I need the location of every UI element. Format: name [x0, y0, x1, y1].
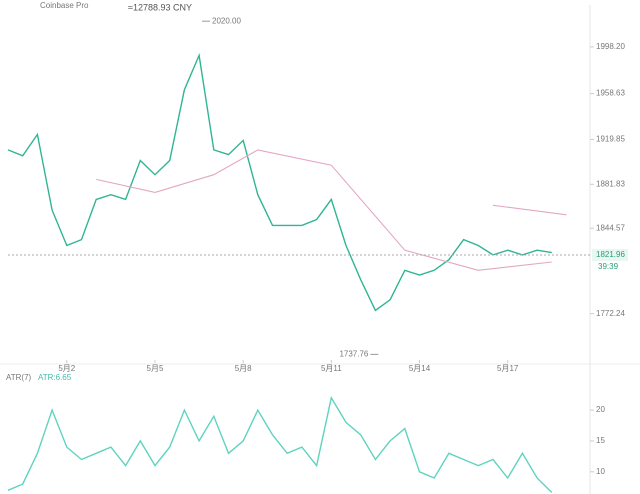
y-tick-label: 1919.85 [596, 135, 625, 144]
x-tick-label: 5月8 [235, 364, 252, 373]
exchange: Coinbase Pro [40, 1, 89, 10]
x-tick-label: 5月14 [409, 364, 431, 373]
y-tick-label: 1998.20 [596, 42, 625, 51]
x-tick-label: 5月11 [321, 364, 342, 373]
countdown: 39:39 [598, 262, 619, 271]
current-price-box [592, 248, 628, 261]
y-tick-label: 1844.57 [596, 223, 625, 232]
y-tick-label: 10 [596, 467, 605, 476]
x-tick-label: 5月5 [147, 364, 164, 373]
series-line [7, 52, 552, 312]
series-line [96, 149, 552, 271]
y-tick-label: 20 [596, 405, 605, 414]
y-tick-label: 15 [596, 436, 605, 445]
high-label: 2020.00 [212, 16, 241, 25]
converted-price: ≈12788.93 CNY [128, 2, 192, 12]
y-tick-label: 1772.24 [596, 309, 625, 318]
x-tick-label: 5月2 [58, 364, 75, 373]
y-tick-label: 1881.83 [596, 179, 625, 188]
atr-title: ATR(7) [6, 373, 32, 382]
current-price-label: 1821.96 [596, 250, 625, 259]
atr-value: ATR:6.65 [38, 373, 72, 382]
series-line [492, 204, 567, 216]
y-tick-label: 1958.63 [596, 89, 625, 98]
x-tick-label: 5月17 [497, 364, 519, 373]
series-line [7, 395, 553, 493]
low-label: 1737.76 [339, 349, 368, 358]
